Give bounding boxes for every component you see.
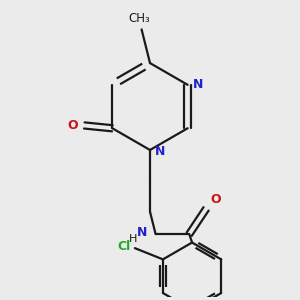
Text: CH₃: CH₃ <box>128 12 150 25</box>
Text: O: O <box>210 193 221 206</box>
Text: Cl: Cl <box>117 240 131 253</box>
Text: N: N <box>193 78 203 91</box>
Text: O: O <box>68 119 78 132</box>
Text: N: N <box>137 226 147 239</box>
Text: N: N <box>155 145 165 158</box>
Text: H: H <box>129 234 137 244</box>
